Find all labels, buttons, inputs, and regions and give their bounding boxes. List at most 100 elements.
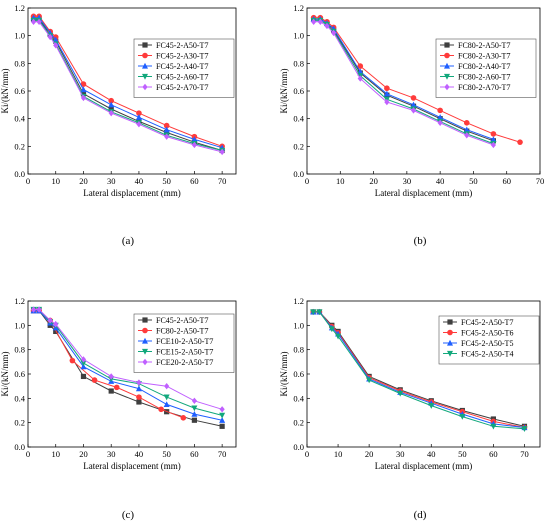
y-tick-label: 1.0 [293,31,304,41]
data-point [80,91,87,97]
x-tick-label: 30 [403,176,412,186]
y-axis-title: Ki/(kN/mm) [279,69,289,114]
legend-marker [444,83,450,91]
y-tick-label: 1.2 [14,296,25,306]
x-tick-label: 50 [458,449,467,459]
y-tick-label: 0.4 [293,393,304,403]
data-point [219,417,226,423]
series-5 [30,18,225,156]
series-line [33,17,223,149]
legend-marker [447,319,453,325]
x-axis-title: Lateral displacement (mm) [83,188,180,198]
x-tick-label: 30 [396,449,405,459]
series-line [313,311,525,430]
series-line [33,310,223,427]
series-line [33,18,223,151]
data-point [191,136,198,143]
data-point [80,373,87,380]
x-tick-label: 60 [489,449,498,459]
x-tick-label: 40 [135,176,144,186]
data-point [136,394,142,400]
y-axis-title: Ki/(kN/mm) [0,352,10,397]
data-point [80,81,87,87]
panel-label: (b) [414,235,427,247]
legend-marker [142,52,148,59]
y-tick-label: 0.6 [14,369,25,379]
data-point [108,106,114,112]
legend-marker [142,83,148,91]
data-point [219,406,225,413]
data-point [459,413,466,420]
series-4 [310,309,528,432]
legend-entry: FCE15-2-A50-T7 [156,348,213,357]
legend-entry: FC80-2-A30-T7 [458,52,510,61]
x-tick-label: 70 [218,176,227,186]
legend-entry: FC45-2-A60-T7 [156,73,208,82]
legend-marker [142,317,148,323]
x-tick-label: 20 [369,176,378,186]
series-line [313,21,494,146]
legend-marker [447,339,453,346]
data-point [219,148,225,156]
panel-label: (d) [414,509,427,521]
data-point [108,109,114,117]
legend-entry: FCE10-2-A50-T7 [156,337,213,346]
y-tick-label: 0.8 [293,345,304,355]
data-point [437,119,443,127]
y-tick-label: 1.0 [14,31,25,41]
data-point [108,101,115,108]
data-point [36,18,42,26]
data-point [310,309,317,316]
x-tick-label: 20 [79,449,88,459]
legend-entry: FC45-2-A50-T4 [461,350,513,359]
series-line [33,15,223,147]
series-5 [311,18,496,149]
data-point [410,107,417,114]
data-point [136,121,142,128]
legend-entry: FC45-2-A50-T7 [156,316,208,325]
y-tick-label: 0.4 [14,393,25,403]
data-point [163,126,170,133]
y-tick-label: 0.2 [293,141,304,151]
data-point [428,403,435,409]
data-point [384,85,390,92]
x-tick-label: 50 [469,176,478,186]
legend-marker [142,337,148,344]
chart-panel-1: 0 10 20 30 40 50 60 70 0.0 0.2 0.4 0.6 0.8 1.0 1.2 Late… [0,3,237,247]
data-point [163,122,170,129]
x-tick-label: 60 [190,176,199,186]
y-tick-label: 0.6 [14,86,25,96]
legend-marker [142,348,148,355]
data-point [324,22,330,30]
data-point [357,75,363,82]
y-tick-label: 0.6 [293,86,304,96]
x-tick-label: 30 [107,176,116,186]
data-point [490,131,497,137]
data-point [163,394,170,401]
x-tick-label: 30 [107,449,116,459]
x-tick-label: 70 [536,176,545,186]
legend-box [435,38,537,98]
legend-entry: FC80-2-A50-T7 [156,327,208,336]
data-point [410,101,417,108]
x-tick-label: 10 [334,449,343,459]
data-point [317,18,323,26]
x-axis-title: Lateral displacement (mm) [375,188,472,198]
data-point [490,141,496,149]
y-tick-label: 1.0 [293,320,304,330]
y-tick-label: 0.2 [14,141,25,151]
data-point [463,120,470,126]
legend-entry: FC45-2-A70-T7 [156,83,208,92]
data-point [163,401,170,408]
data-point [80,94,87,102]
legend-entry: FC80-2-A60-T7 [458,73,510,82]
x-tick-label: 0 [26,176,30,186]
legend-entry: FC45-2-A50-T6 [461,329,513,338]
series-line [313,18,494,140]
y-tick-label: 0.8 [14,345,25,355]
x-tick-label: 60 [190,449,199,459]
legend-marker [142,62,148,69]
legend-box [438,315,540,365]
legend-entry: FC80-2-A50-T7 [458,41,510,50]
